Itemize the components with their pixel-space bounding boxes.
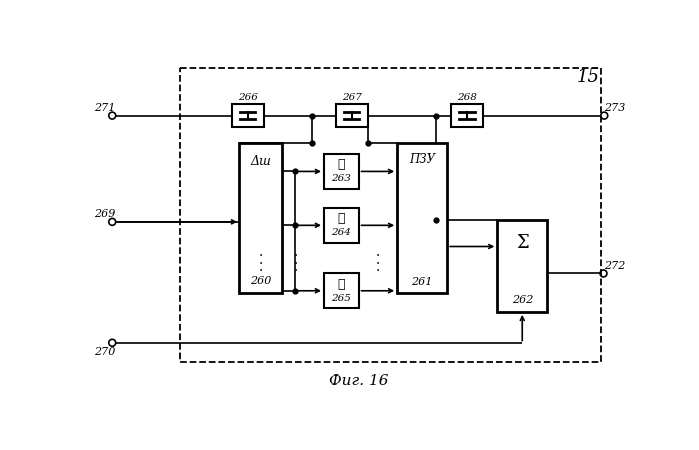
Bar (397, 143, 447, 292)
Text: .: . (294, 245, 298, 259)
Bar (231, 104, 264, 127)
Text: 265: 265 (331, 293, 351, 302)
Text: 271: 271 (94, 103, 115, 113)
Bar (324, 208, 359, 243)
Text: Δш: Δш (250, 155, 271, 168)
Text: .: . (376, 260, 380, 274)
Text: 273: 273 (605, 103, 626, 113)
Text: .: . (259, 260, 263, 274)
Text: Σ: Σ (516, 234, 528, 252)
Text: .: . (259, 245, 263, 259)
Text: 267: 267 (342, 94, 361, 103)
Bar (324, 274, 359, 308)
Text: 260: 260 (250, 276, 271, 286)
Text: Фиг. 16: Фиг. 16 (329, 374, 389, 388)
Bar (324, 154, 359, 189)
Text: .: . (376, 245, 380, 259)
Text: 272: 272 (603, 261, 625, 271)
Text: 268: 268 (457, 94, 477, 103)
Bar (336, 104, 368, 127)
Bar (239, 143, 282, 292)
Text: .: . (376, 252, 380, 266)
Text: ℓ: ℓ (338, 212, 345, 225)
Text: .: . (259, 252, 263, 266)
Text: 261: 261 (412, 277, 433, 287)
Text: ℓ: ℓ (338, 158, 345, 171)
Bar (180, 68, 601, 362)
Text: 266: 266 (238, 94, 258, 103)
Text: 262: 262 (512, 295, 533, 306)
Text: 264: 264 (331, 228, 351, 237)
Text: 270: 270 (94, 347, 115, 357)
Bar (451, 104, 484, 127)
Text: .: . (294, 260, 298, 274)
Bar (497, 220, 547, 312)
Text: 15: 15 (577, 68, 600, 86)
Text: ℓ: ℓ (338, 278, 345, 291)
Text: ПЗУ: ПЗУ (409, 153, 435, 166)
Text: 269: 269 (94, 209, 115, 219)
Text: 263: 263 (331, 174, 351, 183)
Text: .: . (294, 252, 298, 266)
